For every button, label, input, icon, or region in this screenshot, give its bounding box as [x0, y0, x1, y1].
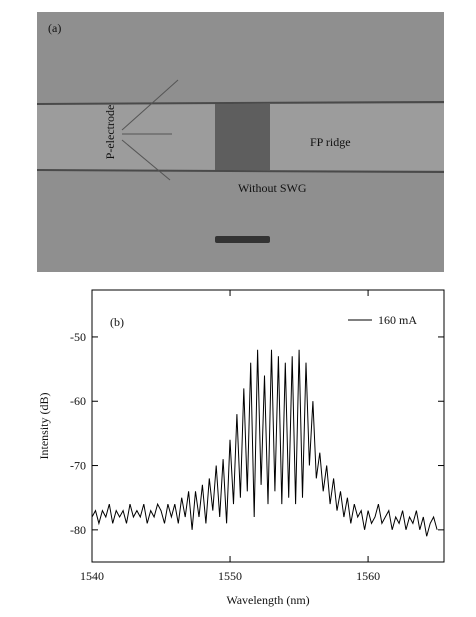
- ridge-edge: [36, 169, 445, 173]
- y-tick-label: -70: [70, 459, 86, 473]
- x-axis-label: Wavelength (nm): [226, 593, 309, 607]
- spectrum-line: [91, 349, 438, 537]
- panel-label: (b): [110, 315, 124, 329]
- scale-bar: [215, 236, 270, 243]
- y-tick-label: -60: [70, 394, 86, 408]
- electrode-label: P-electrode: [103, 105, 117, 160]
- plot-frame: [91, 289, 445, 563]
- panel-label: (a): [48, 21, 61, 35]
- ridge-label: FP ridge: [310, 135, 351, 149]
- x-tick-label: 1560: [356, 569, 380, 583]
- y-tick-label: -50: [70, 330, 86, 344]
- panel-a: (a) P-electrode FP ridge Without SWG: [36, 12, 445, 272]
- x-tick-label: 1540: [80, 569, 104, 583]
- x-tick-label: 1550: [218, 569, 242, 583]
- y-axis-label: Intensity (dB): [37, 393, 51, 460]
- without-label: Without SWG: [238, 181, 307, 195]
- arrow: [121, 79, 179, 131]
- electrode-pad: [215, 104, 270, 170]
- ridge-edge: [36, 101, 445, 105]
- panel-b: [91, 289, 445, 563]
- arrow: [121, 139, 171, 181]
- legend-label: 160 mA: [378, 313, 417, 327]
- y-tick-label: -80: [70, 523, 86, 537]
